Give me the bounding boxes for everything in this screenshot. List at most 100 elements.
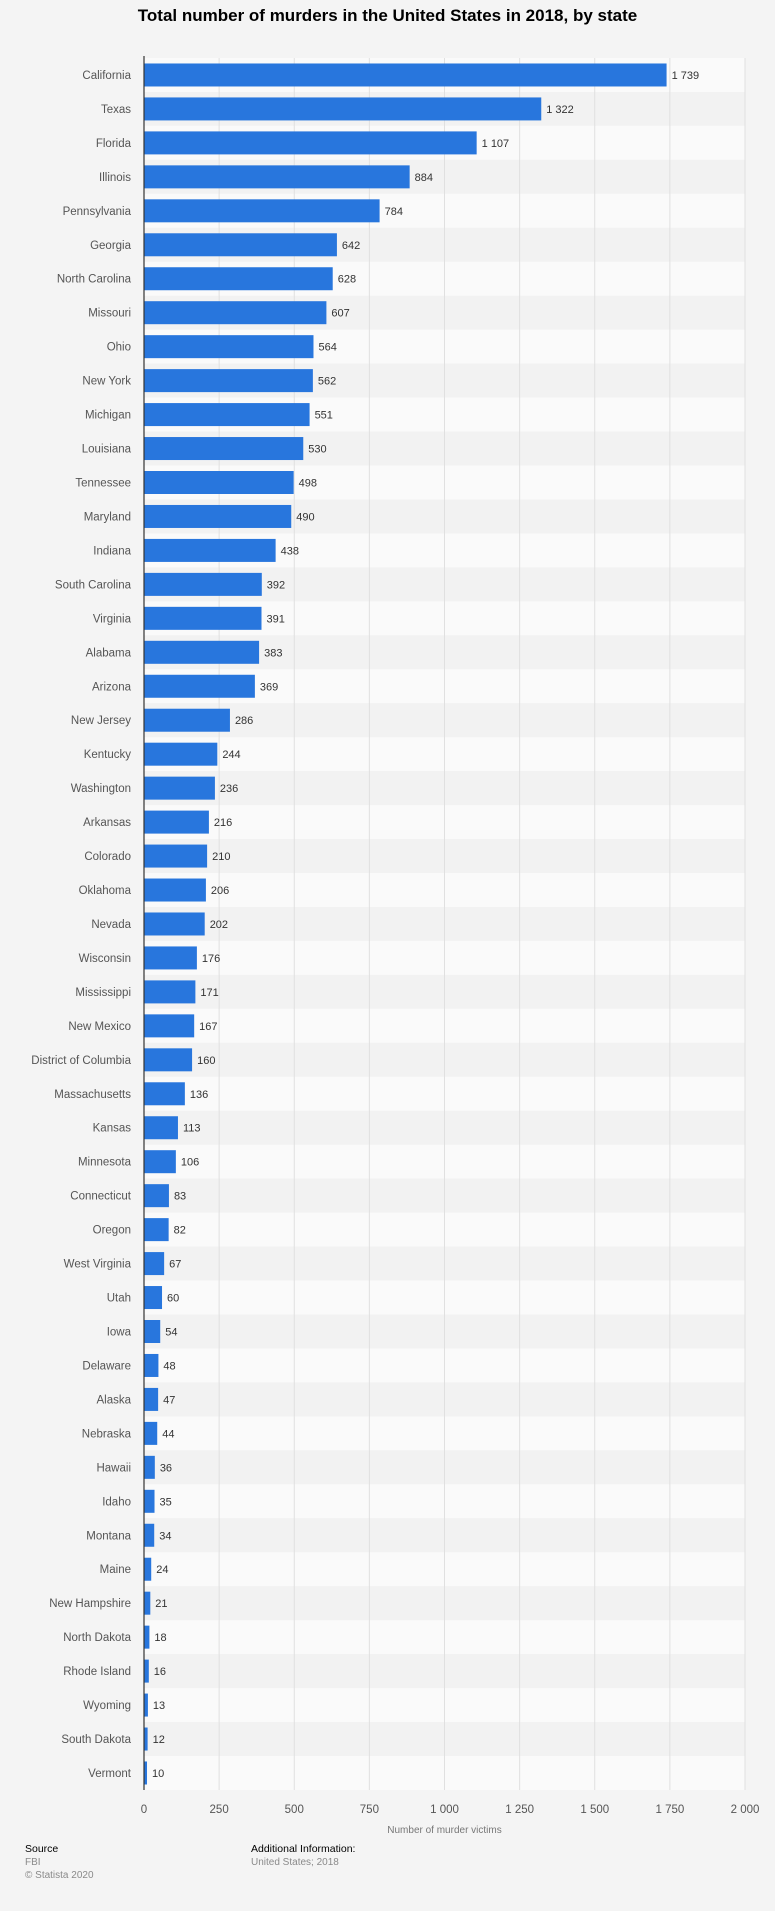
value-label: 171	[200, 987, 218, 999]
source-label: Source	[25, 1843, 59, 1855]
bar	[144, 335, 314, 359]
category-label: South Dakota	[61, 1734, 131, 1746]
source-block: Source FBI © Statista 2020	[25, 1843, 94, 1882]
category-label: Maryland	[84, 511, 131, 523]
value-label: 564	[318, 342, 336, 354]
category-label: New Jersey	[71, 715, 131, 727]
x-tick-label: 1 500	[580, 1804, 609, 1816]
value-label: 12	[153, 1734, 165, 1746]
bar	[144, 471, 294, 494]
value-label: 10	[152, 1768, 164, 1780]
chart-title: Total number of murders in the United St…	[137, 6, 638, 25]
bar	[144, 606, 262, 630]
bar	[144, 1014, 195, 1038]
bar	[144, 1455, 155, 1479]
category-label: Texas	[101, 104, 131, 116]
value-label: 628	[338, 274, 356, 286]
value-label: 391	[266, 613, 284, 625]
value-label: 392	[267, 579, 285, 591]
bar	[144, 640, 260, 664]
bar	[144, 844, 208, 868]
category-label: Washington	[71, 783, 131, 795]
category-label: Montana	[86, 1530, 131, 1542]
bar	[144, 538, 276, 562]
value-label: 884	[415, 172, 433, 184]
value-label: 47	[163, 1394, 175, 1406]
bar	[144, 1727, 148, 1751]
bar	[144, 912, 205, 936]
bar	[144, 403, 310, 427]
bar	[144, 1150, 176, 1174]
category-label: California	[82, 70, 131, 82]
additional-info-block: Additional Information: United States; 2…	[251, 1843, 355, 1869]
bar	[144, 1489, 155, 1513]
value-label: 136	[190, 1089, 208, 1101]
category-label: Minnesota	[78, 1157, 132, 1169]
category-label: Florida	[96, 138, 132, 150]
category-label: West Virginia	[64, 1259, 132, 1271]
category-label: Oregon	[93, 1225, 131, 1237]
category-label: Hawaii	[96, 1462, 131, 1474]
bar	[144, 1693, 148, 1717]
category-label: Nebraska	[82, 1428, 132, 1440]
value-label: 210	[212, 851, 230, 863]
category-label: Massachusetts	[54, 1089, 131, 1101]
bar	[144, 199, 380, 223]
category-label: Rhode Island	[63, 1666, 131, 1678]
x-tick-label: 1 000	[430, 1804, 459, 1816]
value-label: 490	[296, 511, 314, 523]
category-label: Wisconsin	[79, 953, 131, 965]
category-label: Delaware	[82, 1360, 131, 1372]
value-label: 176	[202, 953, 220, 965]
value-label: 383	[264, 647, 282, 659]
bar	[144, 1591, 151, 1615]
category-label: Virginia	[93, 613, 132, 625]
value-label: 83	[174, 1191, 186, 1203]
value-label: 60	[167, 1293, 179, 1305]
value-label: 244	[222, 749, 240, 761]
value-label: 642	[342, 240, 360, 252]
bar	[144, 131, 477, 155]
value-label: 562	[318, 376, 336, 388]
additional-info-value: United States; 2018	[251, 1857, 339, 1868]
value-label: 167	[199, 1021, 217, 1033]
category-label: Arkansas	[83, 817, 131, 829]
value-label: 21	[155, 1598, 167, 1610]
x-tick-label: 2 000	[731, 1804, 760, 1816]
category-label: Maine	[100, 1564, 131, 1576]
value-label: 202	[210, 919, 228, 931]
value-label: 530	[308, 444, 326, 456]
category-label: Oklahoma	[79, 885, 132, 897]
value-label: 607	[331, 308, 349, 320]
category-label: Louisiana	[82, 444, 132, 456]
bar	[144, 437, 304, 461]
bar	[144, 267, 333, 291]
bar	[144, 878, 206, 902]
additional-info-label: Additional Information:	[251, 1843, 356, 1855]
value-label: 34	[159, 1530, 171, 1542]
category-label: North Dakota	[63, 1632, 131, 1644]
category-label: New Hampshire	[49, 1598, 131, 1610]
category-label: Nevada	[91, 919, 131, 931]
bar	[144, 1320, 161, 1343]
value-label: 784	[385, 206, 403, 218]
category-label: Missouri	[88, 308, 131, 320]
bar	[144, 708, 230, 732]
category-label: Mississippi	[75, 987, 131, 999]
category-label: New Mexico	[68, 1021, 131, 1033]
x-tick-label: 1 750	[655, 1804, 684, 1816]
value-label: 498	[299, 478, 317, 490]
x-tick-label: 750	[360, 1804, 379, 1816]
category-label: Ohio	[107, 342, 131, 354]
value-label: 160	[197, 1055, 215, 1067]
bar	[144, 63, 667, 87]
bar	[144, 980, 196, 1004]
value-label: 1 322	[546, 104, 574, 116]
category-label: Michigan	[85, 410, 131, 422]
bar	[144, 810, 209, 834]
bar	[144, 1048, 193, 1072]
bar	[144, 1625, 150, 1649]
bar	[144, 1659, 149, 1683]
value-label: 24	[156, 1564, 168, 1576]
